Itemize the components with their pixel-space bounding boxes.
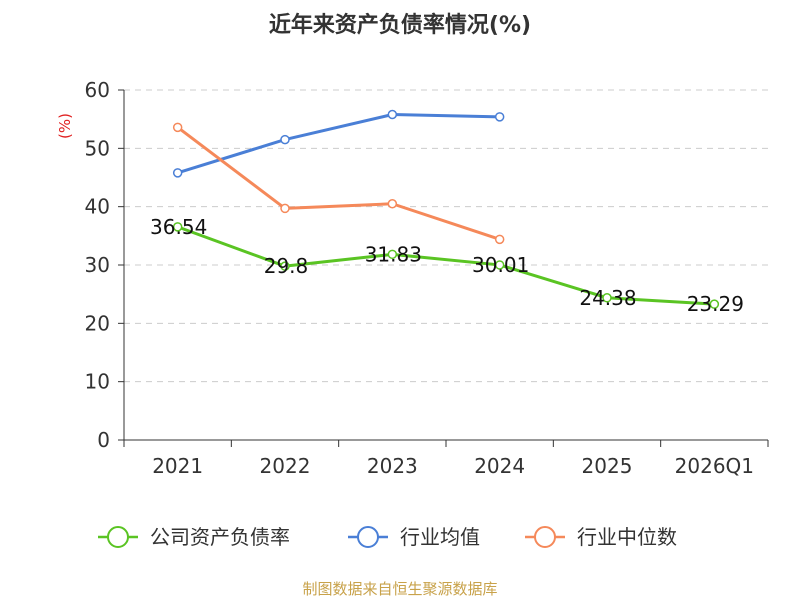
x-tick-label: 2026Q1 [675,454,754,478]
x-tick-label: 2022 [260,454,311,478]
legend: 公司资产负债率 行业均值 行业中位数 [98,525,677,549]
legend-item: 行业均值 [348,525,480,549]
y-tick-label: 60 [85,78,110,102]
y-tick-label: 0 [97,428,110,452]
data-point [387,249,398,260]
legend-label: 行业均值 [400,525,480,549]
data-label: 23.29 [687,292,744,316]
legend-marker [107,526,129,548]
series-line [177,225,715,306]
data-labels: 36.54 29.8 31.83 30.01 24.38 23.29 [150,215,744,316]
data-point [172,122,183,133]
x-tick-label: 2024 [474,454,525,478]
series-line [177,113,500,175]
data-label: 29.8 [264,254,309,278]
data-label: 31.83 [365,242,422,266]
data-point [387,199,398,209]
data-point [280,261,290,271]
legend-label: 公司资产负债率 [150,525,290,549]
legend-marker [357,526,379,548]
data-point [280,203,290,214]
series-lines [172,109,720,309]
legend-item: 公司资产负债率 [98,525,290,549]
series-line [176,126,501,241]
y-tick-label: 40 [85,195,110,219]
data-point [280,134,290,145]
legend-marker [534,526,556,548]
y-tick-label: 50 [85,136,110,160]
x-tick-label: 2025 [582,454,633,478]
data-point [494,234,505,245]
y-axis-unit-label: (%) [56,113,74,139]
data-label: 24.38 [579,286,636,310]
axes: 0 10 20 30 40 50 60 2021 2022 2023 2024 2025 2026Q1 [85,78,769,478]
y-tick-label: 30 [85,253,110,277]
source-note: 制图数据来自恒生聚源数据库 [302,580,497,598]
legend-label: 行业中位数 [577,525,677,549]
x-tick-label: 2021 [152,454,203,478]
data-point [494,260,505,270]
data-label: 36.54 [150,215,207,239]
data-point [172,168,183,178]
data-point [172,222,183,232]
data-point [387,109,398,120]
y-tick-label: 10 [85,370,110,394]
data-point [494,112,505,122]
data-point [602,293,612,303]
chart-title: 近年来资产负债率情况(%) [269,12,531,38]
x-tick-label: 2023 [367,454,418,478]
data-point [709,299,720,309]
legend-item: 行业中位数 [525,525,677,549]
data-label: 30.01 [472,253,529,277]
gridlines [124,89,768,383]
y-tick-label: 20 [85,311,110,335]
